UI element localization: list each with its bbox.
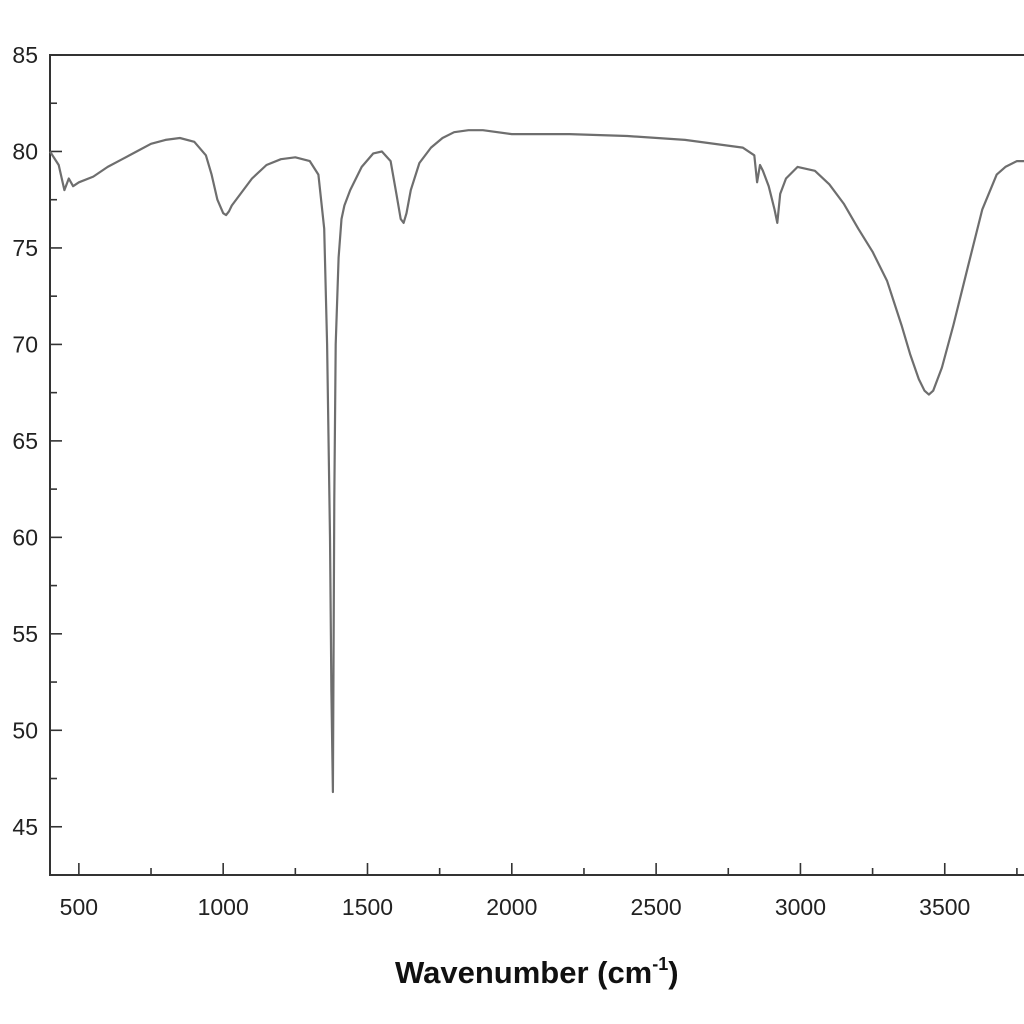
x-axis-title-close: ) <box>668 955 678 990</box>
x-axis-title: Wavenumber (cm-1) <box>395 954 679 990</box>
y-tick-label: 55 <box>12 621 38 647</box>
x-tick-label: 1500 <box>342 894 393 920</box>
plot-frame <box>49 54 1024 876</box>
y-tick-label: 80 <box>12 138 38 164</box>
y-tick-label: 85 <box>12 42 38 68</box>
y-tick-label: 50 <box>12 717 38 743</box>
x-tick-label: 2500 <box>631 894 682 920</box>
y-tick-label: 45 <box>12 814 38 840</box>
x-axis-title-main: Wavenumber (cm <box>395 955 652 990</box>
y-tick-label: 75 <box>12 235 38 261</box>
spectrum-line <box>49 129 1024 794</box>
y-tick-label: 60 <box>12 524 38 550</box>
x-axis-ticks <box>78 863 1018 875</box>
y-tick-label: 70 <box>12 331 38 357</box>
x-axis-tick-labels: 500 1000 1500 2000 2500 3000 3500 <box>60 894 971 920</box>
x-tick-label: 500 <box>60 894 98 920</box>
x-tick-label: 3500 <box>919 894 970 920</box>
y-axis-ticks <box>50 54 62 828</box>
y-tick-label: 65 <box>12 428 38 454</box>
x-tick-label: 1000 <box>198 894 249 920</box>
x-tick-label: 3000 <box>775 894 826 920</box>
x-tick-label: 2000 <box>486 894 537 920</box>
x-axis-title-superscript: -1 <box>652 954 668 974</box>
y-axis-tick-labels: 45 50 55 60 65 70 75 80 85 <box>12 42 38 840</box>
